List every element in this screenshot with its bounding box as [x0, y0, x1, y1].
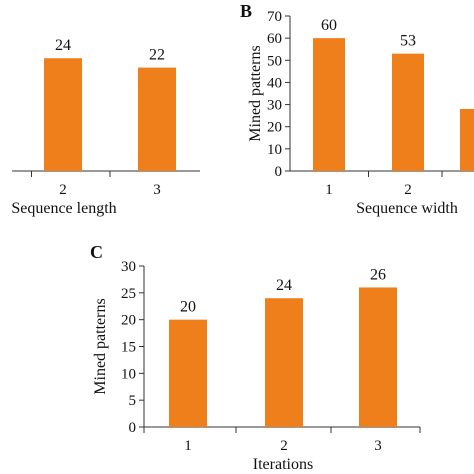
bar-value-label: 53 — [400, 33, 416, 50]
x-axis-label: Iterations — [253, 456, 313, 473]
y-tick-label: 30 — [267, 98, 282, 114]
x-tick-label: 1 — [325, 182, 333, 198]
y-tick-label: 25 — [121, 286, 136, 302]
chart-panel-c: C 0 5 10 15 20 25 30 20 1 24 2 26 3 Iterations Mined pa… — [90, 242, 421, 473]
bar — [460, 109, 474, 171]
y-tick-label: 5 — [129, 393, 137, 409]
bar — [138, 67, 176, 171]
y-tick-label: 10 — [121, 366, 136, 382]
y-axis-label: Mined patterns — [92, 298, 109, 394]
x-tick-label: 3 — [153, 182, 161, 198]
x-tick-label: 2 — [280, 438, 288, 454]
y-tick-label: 40 — [267, 75, 282, 91]
x-tick-label: 3 — [374, 438, 382, 454]
bar — [265, 298, 303, 427]
x-tick-label: 2 — [59, 182, 67, 198]
y-tick-label: 30 — [121, 259, 136, 275]
y-tick-label: 50 — [267, 53, 282, 69]
y-tick-label: 15 — [121, 340, 136, 356]
y-tick-label: 20 — [267, 120, 282, 136]
y-tick-label: 60 — [267, 31, 282, 47]
bar — [392, 53, 424, 172]
chart-panel-b: B 0 10 20 30 40 50 60 70 60 1 53 2 Sequence width Mine… — [240, 1, 474, 217]
bar-value-label: 22 — [149, 47, 165, 64]
y-tick-label: 20 — [121, 313, 136, 329]
bar-value-label: 20 — [180, 299, 196, 316]
x-axis-label: Sequence length — [11, 200, 116, 217]
y-axis-label: Mined patterns — [247, 45, 264, 141]
y-tick-label: 70 — [267, 9, 282, 25]
bar-value-label: 24 — [55, 37, 71, 54]
y-tick-label: 0 — [129, 420, 137, 436]
panel-label: C — [90, 242, 103, 262]
x-tick-label: 2 — [404, 182, 412, 198]
y-tick-label: 0 — [275, 164, 283, 180]
bar — [359, 287, 397, 427]
bar — [44, 58, 82, 172]
panel-label: B — [240, 1, 252, 21]
bar-value-label: 26 — [370, 266, 386, 283]
x-axis-label: Sequence width — [356, 200, 458, 217]
y-tick-label: 10 — [267, 142, 282, 158]
bar-value-label: 60 — [321, 17, 337, 34]
x-tick-label: 1 — [184, 438, 192, 454]
bar-value-label: 24 — [276, 277, 292, 294]
bar — [169, 319, 207, 427]
bar — [313, 38, 345, 172]
